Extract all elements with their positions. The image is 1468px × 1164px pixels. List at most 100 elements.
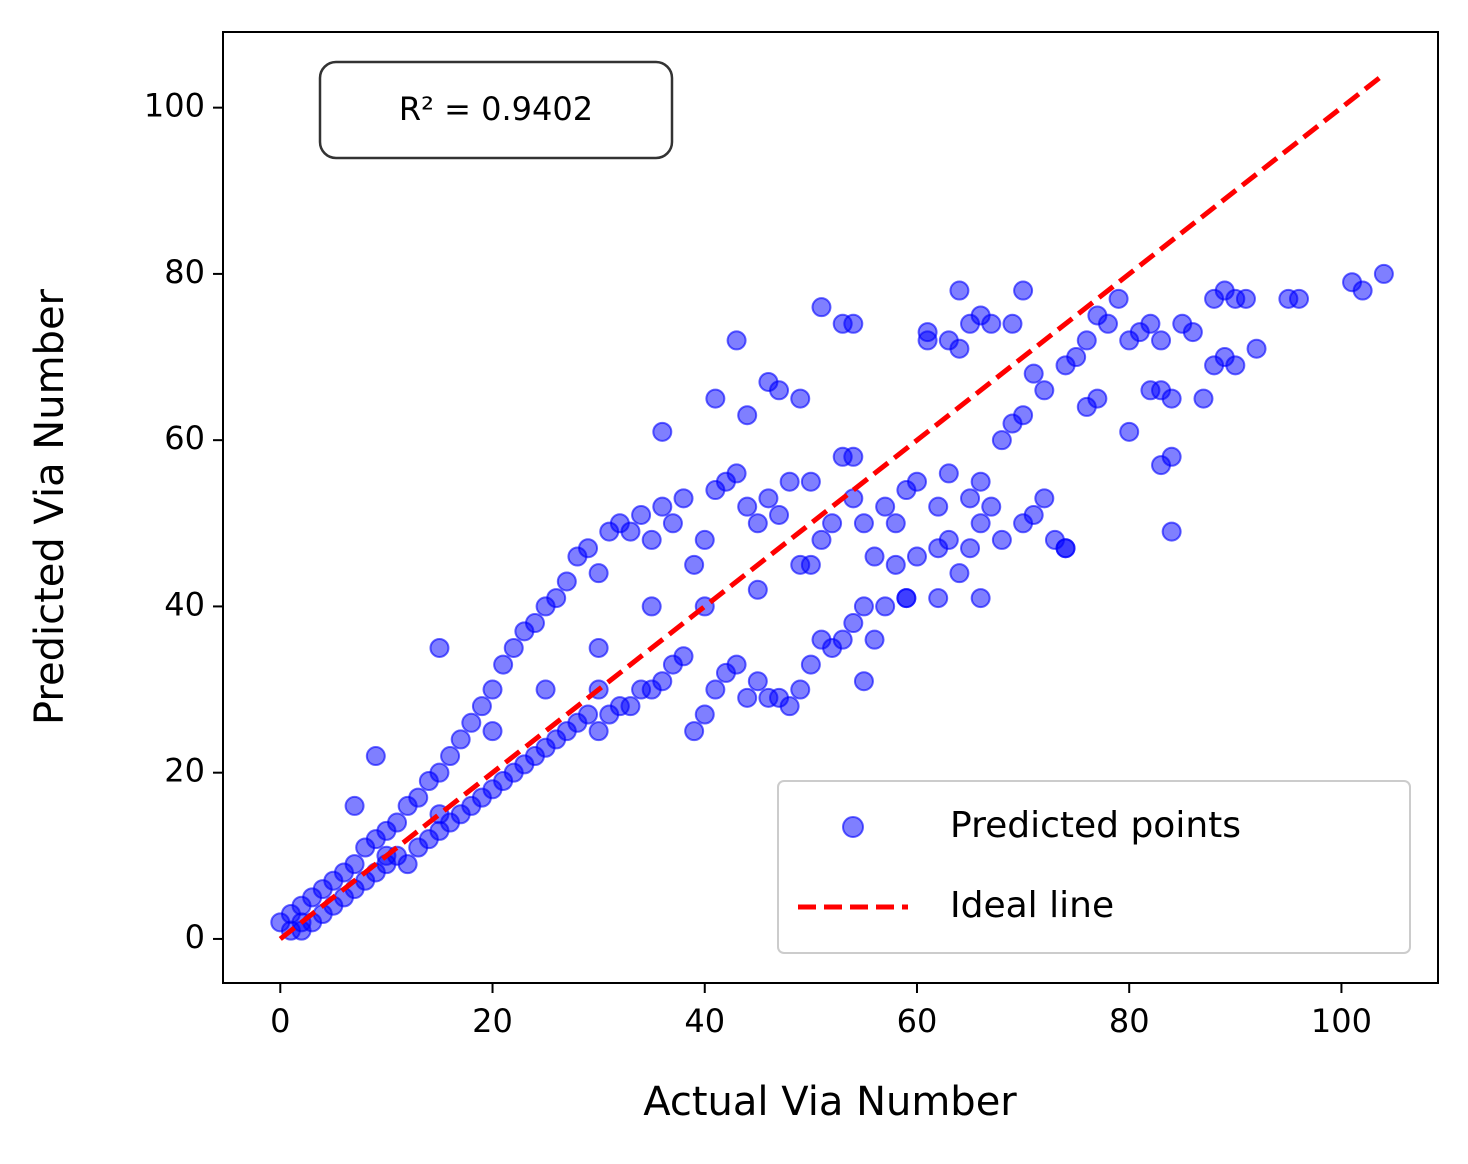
point (694, 529, 715, 550)
point (1246, 338, 1267, 359)
point (747, 671, 768, 692)
point (365, 746, 386, 767)
point (928, 588, 949, 609)
point (779, 471, 800, 492)
legend-label: Predicted points (950, 805, 1241, 846)
point (896, 588, 917, 609)
point (705, 388, 726, 409)
point (1193, 388, 1214, 409)
point (981, 496, 1002, 517)
point (1013, 405, 1034, 426)
point (853, 513, 874, 534)
y-tick-label: 0 (185, 918, 205, 956)
point (970, 471, 991, 492)
point (1151, 330, 1172, 351)
point (652, 496, 673, 517)
point (1161, 388, 1182, 409)
point (461, 712, 482, 733)
y-tick-label: 80 (164, 253, 205, 291)
point (493, 654, 514, 675)
x-tick-label: 80 (1109, 1002, 1150, 1040)
point (949, 280, 970, 301)
point (673, 646, 694, 667)
point (737, 496, 758, 517)
point (662, 513, 683, 534)
point (1288, 288, 1309, 309)
point (1034, 380, 1055, 401)
point (1182, 322, 1203, 343)
point (769, 380, 790, 401)
point (747, 513, 768, 534)
x-tick-label: 20 (472, 1002, 513, 1040)
point (673, 488, 694, 509)
point (1140, 313, 1161, 334)
point (917, 330, 938, 351)
point (758, 488, 779, 509)
point (546, 588, 567, 609)
point (790, 388, 811, 409)
point (1161, 521, 1182, 542)
point (429, 637, 450, 658)
y-tick-label: 100 (144, 87, 205, 125)
point (1225, 355, 1246, 376)
legend-box (777, 780, 1411, 954)
point (726, 463, 747, 484)
point (938, 463, 959, 484)
point (482, 679, 503, 700)
point (684, 721, 705, 742)
point (928, 496, 949, 517)
y-tick-label: 40 (164, 585, 205, 623)
point (578, 538, 599, 559)
point (811, 529, 832, 550)
point (843, 488, 864, 509)
point (1235, 288, 1256, 309)
point (843, 313, 864, 334)
point (1002, 313, 1023, 334)
point (524, 613, 545, 634)
point (503, 637, 524, 658)
x-axis-label: Actual Via Number (643, 1079, 1017, 1125)
point (641, 529, 662, 550)
point (397, 854, 418, 875)
point (705, 679, 726, 700)
point (1119, 421, 1140, 442)
point (652, 421, 673, 442)
point (906, 471, 927, 492)
point (800, 654, 821, 675)
point (800, 471, 821, 492)
point (800, 554, 821, 575)
y-axis-label: Predicted Via Number (27, 288, 73, 725)
point (970, 513, 991, 534)
point (960, 538, 981, 559)
point (970, 588, 991, 609)
point (737, 405, 758, 426)
point (408, 787, 429, 808)
point (1034, 488, 1055, 509)
point (726, 330, 747, 351)
point (387, 812, 408, 833)
point (1076, 396, 1097, 417)
point (991, 430, 1012, 451)
point (991, 529, 1012, 550)
point (885, 513, 906, 534)
point (726, 654, 747, 675)
point (875, 596, 896, 617)
annotation: R² = 0.9402 (399, 90, 593, 128)
point (450, 729, 471, 750)
point (811, 297, 832, 318)
point (938, 529, 959, 550)
point (620, 696, 641, 717)
point (747, 579, 768, 600)
point (843, 613, 864, 634)
point (471, 696, 492, 717)
point (769, 504, 790, 525)
point (1097, 313, 1118, 334)
point (556, 571, 577, 592)
point (344, 854, 365, 875)
point (620, 521, 641, 542)
point (631, 504, 652, 525)
point (822, 513, 843, 534)
point (1076, 330, 1097, 351)
point (1055, 538, 1076, 559)
point (885, 554, 906, 575)
